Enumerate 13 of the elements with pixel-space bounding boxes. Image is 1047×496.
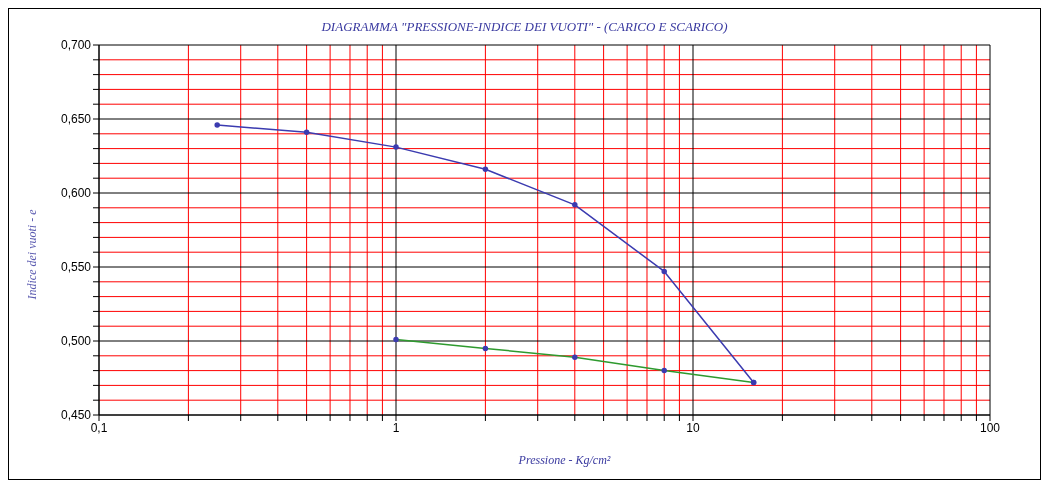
chart-title: DIAGRAMMA "PRESSIONE-INDICE DEI VUOTI" - (CARICO E SCARICO) [320,19,729,35]
y-tick-label: 0,700 [60,38,92,53]
y-tick-label: 0,450 [60,408,92,423]
y-axis-title: Indice dei vuoti - e [25,209,41,299]
x-tick-label: 1 [392,420,400,435]
y-tick-label: 0,600 [60,186,92,201]
x-tick-label: 0,1 [90,420,108,435]
y-tick-label: 0,550 [60,260,92,275]
x-axis-title: Pressione - Kg/cm² [517,453,612,468]
y-tick-label: 0,500 [60,334,92,349]
x-tick-label: 10 [686,420,700,435]
y-tick-label: 0,650 [60,112,92,127]
x-tick-label: 100 [979,420,1001,435]
